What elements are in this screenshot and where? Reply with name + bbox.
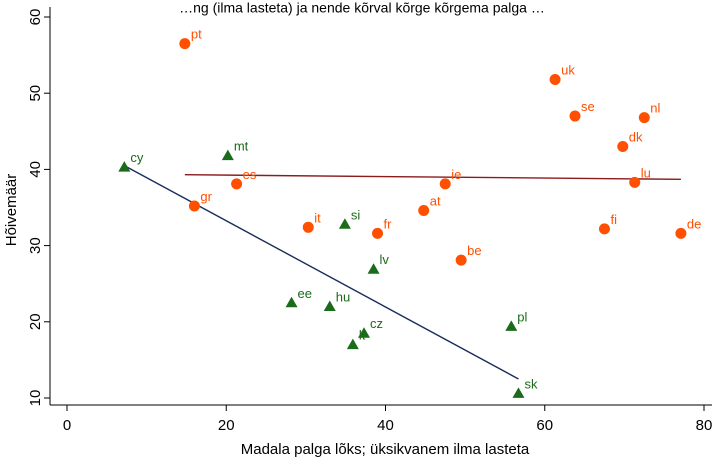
y-tick-label: 10 <box>27 390 44 407</box>
point-label-it: it <box>314 210 321 225</box>
point-pl <box>505 320 518 331</box>
point-ee <box>285 296 298 308</box>
point-pt <box>179 38 191 50</box>
x-tick-label: 20 <box>218 417 235 434</box>
point-es <box>231 178 243 190</box>
point-fi <box>598 223 610 235</box>
point-gr <box>188 200 200 212</box>
point-at <box>418 205 430 217</box>
point-label-uk: uk <box>561 62 575 77</box>
point-lt <box>346 338 359 350</box>
point-label-de: de <box>687 216 701 231</box>
point-uk <box>549 73 561 85</box>
point-sk <box>512 387 525 398</box>
point-label-se: se <box>581 99 595 114</box>
point-lv <box>367 263 380 274</box>
y-tick-label: 60 <box>27 9 44 26</box>
x-tick-label: 0 <box>63 417 71 434</box>
x-tick-label: 60 <box>536 417 553 434</box>
point-cz <box>358 327 371 338</box>
y-tick-label: 40 <box>27 161 44 178</box>
point-label-fr: fr <box>384 216 393 231</box>
x-axis-title: Madala palga lõks; üksikvanem ilma laste… <box>241 441 530 458</box>
point-label-at: at <box>430 194 441 209</box>
y-tick-label: 20 <box>27 313 44 330</box>
point-hu <box>323 300 336 312</box>
point-label-gr: gr <box>200 189 212 204</box>
point-lu <box>629 176 641 188</box>
point-label-nl: nl <box>650 101 660 116</box>
point-si <box>338 218 351 229</box>
y-tick-label: 30 <box>27 237 44 254</box>
point-dk <box>617 141 629 153</box>
point-label-sk: sk <box>524 376 538 391</box>
point-label-si: si <box>351 207 361 222</box>
fit-line <box>123 164 519 380</box>
x-axis-ticks: 0 20 40 60 80 <box>63 405 712 434</box>
point-label-ie: ie <box>451 167 461 182</box>
x-tick-label: 40 <box>377 417 394 434</box>
x-tick-label: 80 <box>696 417 712 434</box>
point-label-lt: lt <box>359 328 366 343</box>
point-label-be: be <box>467 243 481 258</box>
point-label-cz: cz <box>370 316 383 331</box>
point-label-cy: cy <box>130 150 144 165</box>
point-label-fi: fi <box>610 212 617 227</box>
point-mt <box>221 149 234 161</box>
point-label-dk: dk <box>629 130 643 145</box>
point-be <box>455 254 467 266</box>
point-de <box>675 227 687 239</box>
point-label-lu: lu <box>641 165 651 180</box>
point-se <box>569 110 581 122</box>
point-cy <box>118 161 131 172</box>
point-label-es: es <box>243 167 257 182</box>
point-nl <box>638 112 650 124</box>
chart-title: …ng (ilma lasteta) ja nende kõrval kõrge… <box>179 0 545 15</box>
point-it <box>302 221 314 233</box>
y-axis-title: Hõivemäär <box>3 174 20 247</box>
point-label-hu: hu <box>336 290 350 305</box>
point-label-ee: ee <box>298 286 312 301</box>
point-label-pl: pl <box>517 309 527 324</box>
point-label-mt: mt <box>234 139 249 154</box>
plot-area <box>49 7 712 406</box>
point-fr <box>372 227 384 239</box>
point-ie <box>439 178 451 190</box>
fit-lines <box>123 164 681 380</box>
point-label-pt: pt <box>191 27 202 42</box>
y-tick-label: 50 <box>27 85 44 102</box>
fit-line <box>184 174 681 181</box>
point-label-lv: lv <box>380 252 390 267</box>
y-axis-ticks: 10 20 30 40 50 60 <box>27 9 50 407</box>
